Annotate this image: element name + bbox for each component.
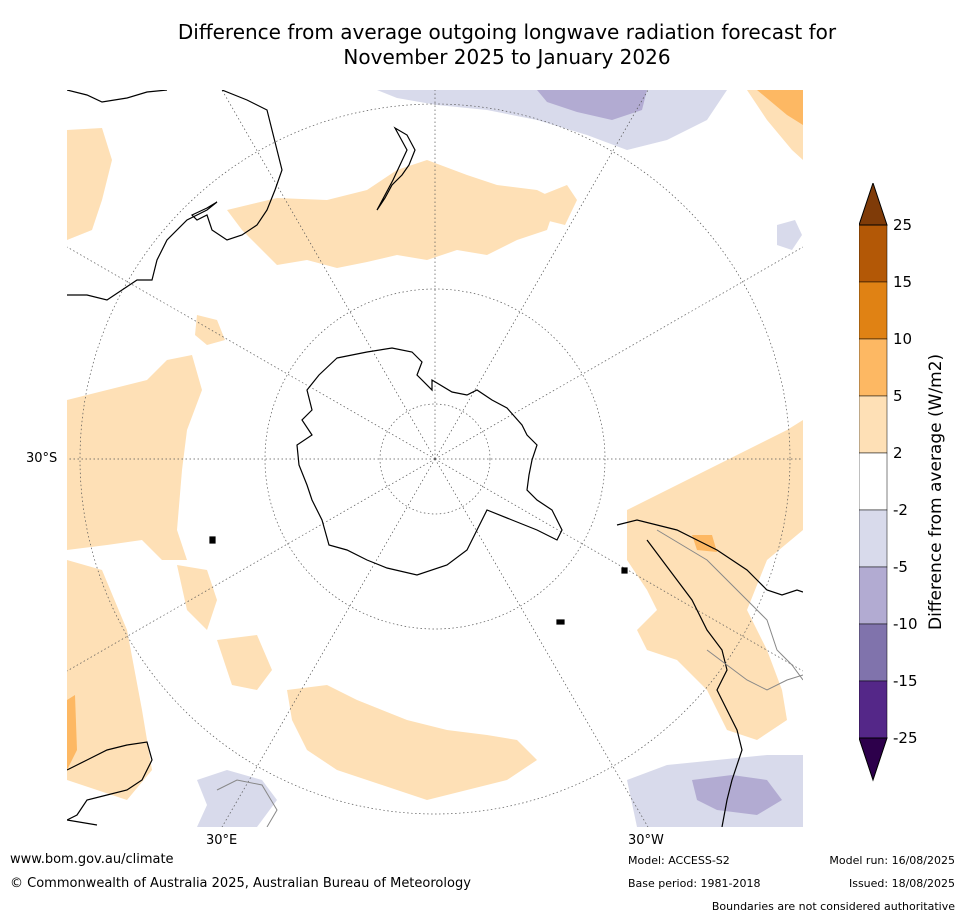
colorbar [859, 183, 888, 782]
colorbar-tick-m25: -25 [893, 729, 918, 747]
meridian-30w [434, 458, 649, 827]
longitude-label-30e: 30°E [206, 833, 238, 848]
anomaly-region-negative-bottom-right-strong [692, 775, 782, 815]
footer-copyright: © Commonwealth of Australia 2025, Austra… [10, 876, 471, 891]
latitude-circle-60s [264, 288, 606, 630]
anomaly-fills [67, 90, 803, 827]
meridian-150e [221, 90, 436, 460]
title-line-1: Difference from average outgoing longwav… [177, 20, 837, 44]
map-canvas [67, 90, 803, 827]
meridian-120w [434, 246, 803, 460]
country-boundaries [216, 529, 803, 827]
antarctica-coastline [296, 347, 563, 576]
colorbar-tick-m2: -2 [893, 501, 908, 519]
colorbar-tick-m5: -5 [893, 558, 908, 576]
colorbar-tick-15: 15 [893, 273, 913, 291]
latitude-label-30s: 30°S [26, 451, 58, 466]
footer-issued: Issued: 18/08/2025 [848, 877, 955, 890]
colorbar-tick-5: 5 [893, 387, 903, 405]
colorbar-band-5-10 [859, 338, 888, 397]
south-america-boundary [656, 529, 803, 681]
anomaly-region-positive-blob-2 [177, 565, 217, 630]
meridian-30e [221, 458, 436, 827]
australia-north-coastline [67, 90, 168, 103]
meridian-120e [67, 246, 436, 460]
map-title: Difference from average outgoing longwav… [67, 20, 947, 70]
africa-coastline [67, 741, 153, 821]
latitude-circle-30s [79, 103, 791, 815]
colorbar-band-m5-m2 [859, 509, 888, 568]
south-georgia-island [621, 567, 628, 574]
anomaly-region-positive-south [287, 685, 537, 800]
colorbar-tick-m15: -15 [893, 672, 918, 690]
anomaly-region-negative-right-blob [777, 220, 802, 250]
title-line-2: November 2025 to January 2026 [343, 45, 671, 69]
australia-coastline [67, 90, 283, 301]
colorbar-band-m10-m5 [859, 566, 888, 625]
anomaly-region-positive-left-lower [67, 560, 152, 800]
anomaly-region-positive-indian-ocean [67, 355, 202, 560]
anomaly-region-positive-left-strong [67, 695, 77, 770]
new-zealand-coastline [376, 126, 416, 211]
anomaly-region-positive-blob-3 [217, 635, 272, 690]
colorbar-over-arrow-shape [859, 183, 888, 226]
africa-boundary [216, 779, 278, 827]
south-america-west-coastline [646, 539, 743, 827]
kerguelen-island [209, 536, 216, 544]
colorbar-band-m25-m15 [859, 680, 888, 739]
footer-website: www.bom.gov.au/climate [10, 852, 174, 867]
colorbar-tick-m10: -10 [893, 615, 918, 633]
south-america-coastline [616, 519, 803, 596]
colorbar-band-2-5 [859, 395, 888, 454]
south-america-boundary-2 [706, 649, 803, 691]
colorbar-tick-2: 2 [893, 444, 903, 462]
anomaly-region-positive-top-right-strong [757, 90, 803, 125]
graticule [67, 90, 803, 827]
colorbar-title: Difference from average (W/m2) [926, 353, 946, 630]
anomaly-region-positive-south-america [627, 420, 803, 740]
colorbar-tick-25: 25 [893, 216, 913, 234]
coastlines [67, 90, 803, 827]
footer-model: Model: ACCESS-S2 [628, 854, 730, 867]
anomaly-region-positive-blob-1 [195, 315, 225, 345]
anomaly-region-positive-australia [227, 160, 557, 268]
colorbar-band-m2-2 [859, 452, 888, 511]
colorbar-tick-10: 10 [893, 330, 913, 348]
colorbar-band-10-15 [859, 281, 888, 340]
polar-map [67, 90, 803, 827]
colorbar-band-m15-m10 [859, 623, 888, 682]
footer-disclaimer: Boundaries are not considered authoritat… [711, 900, 955, 913]
colorbar-band-15-25 [859, 224, 888, 283]
anomaly-region-negative-bottom-left [197, 770, 277, 827]
meridian-150w [434, 90, 649, 460]
anomaly-region-negative-top-strong-2 [577, 90, 642, 110]
anomaly-region-positive-left-top [67, 128, 112, 240]
latitude-circle-inner [379, 403, 491, 515]
footer-base-period: Base period: 1981-2018 [628, 877, 761, 890]
footer-model-run: Model run: 16/08/2025 [829, 854, 955, 867]
anomaly-region-positive-east-blob [542, 185, 577, 225]
falkland-islands [556, 619, 565, 625]
colorbar-under-arrow [859, 737, 888, 782]
meridian-60e [67, 458, 436, 672]
longitude-label-30w: 30°W [628, 833, 664, 848]
madagascar-coastline [67, 819, 98, 826]
meridian-60w [434, 458, 803, 672]
